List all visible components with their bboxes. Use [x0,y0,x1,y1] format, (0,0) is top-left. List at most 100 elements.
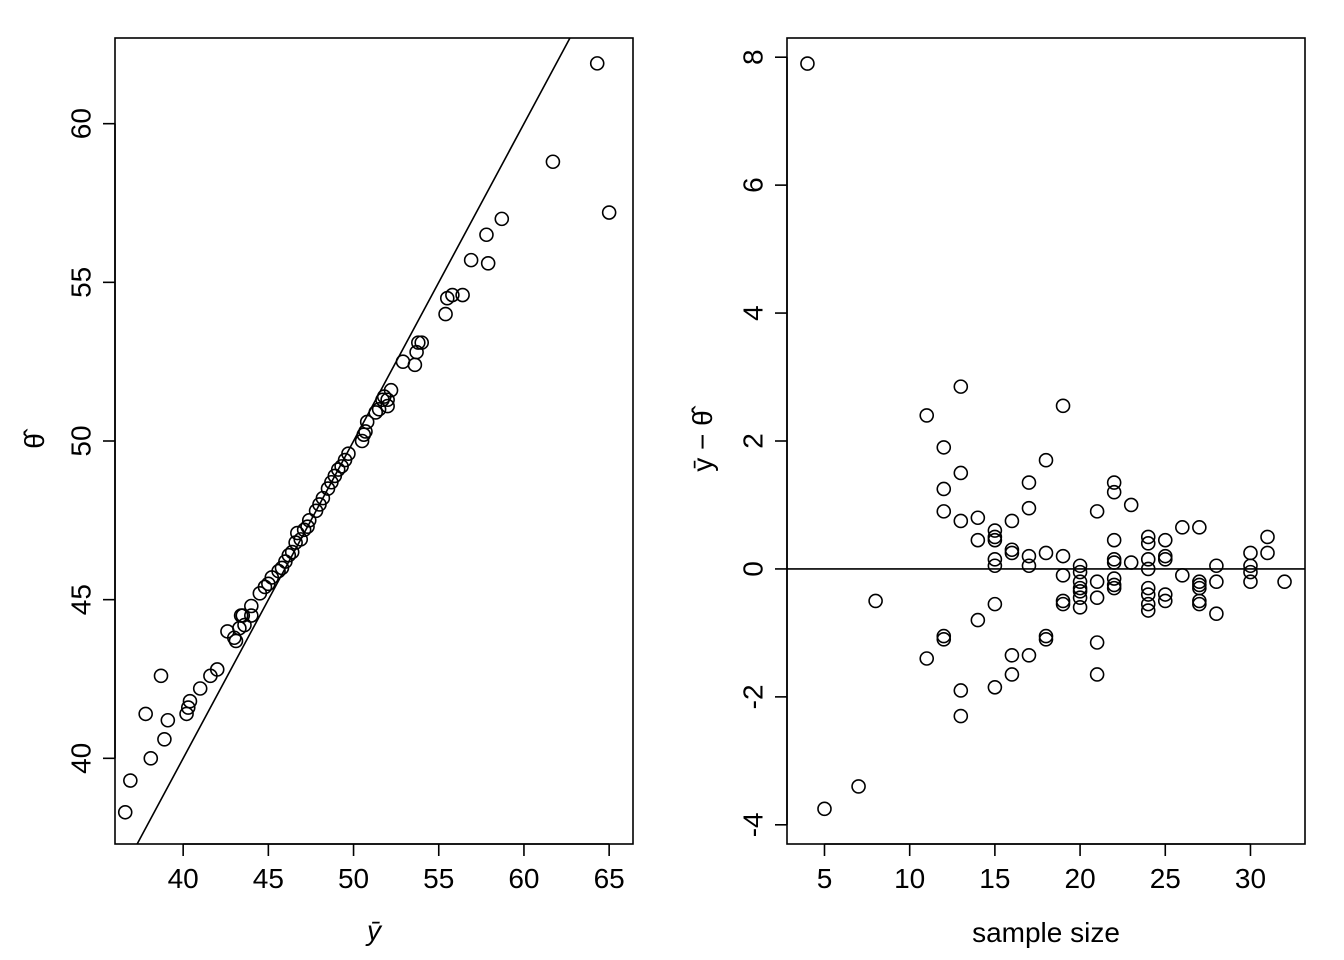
left-data-point [354,433,370,449]
right-data-point [987,679,1003,695]
left-data-point [257,579,273,595]
left-data-point [589,56,605,71]
right-y-tick-label: 6 [738,177,769,193]
right-data-point [936,481,952,497]
right-data-point [953,379,969,394]
right-data-point [970,510,986,526]
right-data-point [1021,548,1037,564]
left-x-tick-label: 55 [423,863,454,894]
right-data-point [1140,603,1156,618]
left-data-point [545,154,561,170]
right-data-point [1106,580,1122,596]
right-data-point [1140,596,1156,612]
right-data-point [1038,545,1054,561]
left-identity-line [136,37,571,845]
left-data-point [455,287,470,303]
left-scatter-plot: 40 45 50 55 60 65 40 45 50 55 60 ȳ θ̂ [19,37,634,946]
right-data-point [1140,580,1156,596]
right-data-point [1072,590,1088,606]
left-data-point [244,608,259,623]
right-data-point [1055,398,1071,414]
right-data-point [1106,571,1122,586]
right-data-point [1004,542,1020,558]
right-data-point [1004,667,1020,682]
right-data-point [1209,558,1224,574]
left-data-point [138,706,153,722]
right-data-point [1106,532,1122,548]
left-data-point [284,544,300,560]
right-data-point [1260,545,1275,561]
right-data-point [1106,484,1122,500]
right-data-point [1004,545,1020,561]
right-data-point [1004,513,1020,529]
left-data-point [117,804,133,820]
left-y-axis-label: θ̂ [19,428,50,449]
left-data-point [601,205,617,220]
left-data-point [192,681,208,696]
right-data-point [1004,647,1020,663]
right-data-point [970,612,986,628]
right-data-point [936,632,952,647]
right-plot-frame [786,37,1306,845]
left-data-point [380,398,395,414]
left-data-point [143,751,159,766]
right-data-point [1192,593,1207,609]
right-data-point [1123,555,1139,570]
left-data-point [463,252,479,268]
left-data-point [371,401,387,417]
left-x-tick-label: 50 [338,863,369,894]
right-data-point [1243,574,1258,590]
right-x-axis-label: sample size [972,917,1120,948]
left-data-point [300,519,315,534]
left-data-point [244,598,259,614]
right-data-point [800,56,815,71]
right-x-tick-label: 15 [979,863,1010,894]
left-data-point [411,335,426,350]
left-data-point [438,306,453,322]
right-y-axis-label: ȳ − θ̂ [687,405,718,471]
left-data-point [445,287,460,303]
left-data-point [480,255,496,271]
right-data-point [953,465,969,481]
left-x-axis: 40 45 50 55 60 65 [168,843,625,894]
right-data-point [1089,635,1105,650]
left-data-point [271,563,286,579]
right-data-point [1260,529,1275,545]
right-y-tick-label: 2 [738,433,769,449]
right-data-point [1140,529,1156,545]
right-data-point [1192,596,1207,612]
right-data-point [1089,574,1105,590]
left-data-point [330,462,346,477]
right-data-point [1072,574,1088,590]
right-data-point [953,683,969,698]
left-data-point [157,731,172,747]
right-data-point [1192,577,1207,593]
right-data-point [919,408,935,423]
right-data-point [987,596,1003,612]
right-data-point [1106,555,1122,570]
right-data-point [1072,580,1088,596]
right-data-point [1038,632,1054,647]
right-data-point [953,708,969,724]
right-data-point [1072,558,1088,574]
right-data-point [1157,593,1173,609]
right-data-point [1140,561,1156,577]
right-x-tick-label: 10 [894,863,925,894]
right-data-point [817,801,832,817]
left-y-tick-label: 45 [66,584,97,615]
right-data-point [1038,452,1054,468]
right-data-point [1140,536,1156,551]
right-data-point [1209,574,1224,590]
right-data-point [1140,587,1156,602]
left-data-point [209,662,225,677]
right-data-point [1243,558,1258,574]
right-data-point [1157,532,1173,548]
left-data-point [153,668,169,684]
right-scatter-plot: 5 10 15 20 25 30 -4 -2 0 2 4 6 8 sample size ȳ − θ̂ [687,37,1306,948]
left-x-tick-label: 65 [594,863,625,894]
right-x-axis: 5 10 15 20 25 30 [817,843,1266,894]
right-data-point [987,532,1003,548]
right-data-point [970,532,986,548]
right-data-point [1243,564,1258,580]
left-data-point [407,357,423,373]
